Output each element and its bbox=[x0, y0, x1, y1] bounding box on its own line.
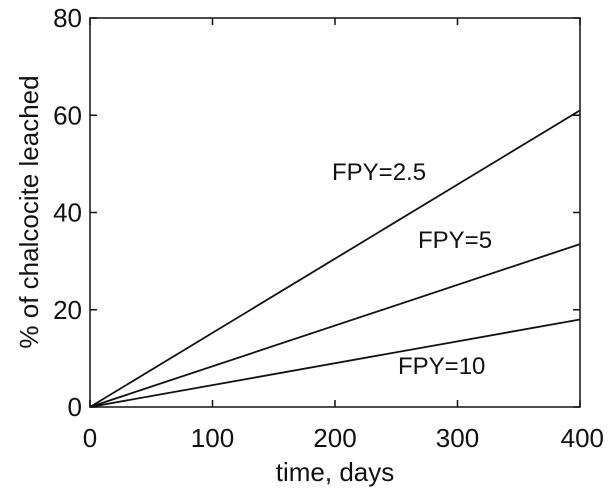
series-labels: FPY=2.5 FPY=5 FPY=10 bbox=[332, 159, 492, 380]
series-line bbox=[89, 318, 581, 408]
x-tick-label: 100 bbox=[191, 423, 234, 453]
y-axis-label: % of chalcocite leached bbox=[14, 75, 44, 348]
x-axis-label: time, days bbox=[276, 457, 395, 487]
y-tick-label: 0 bbox=[68, 392, 82, 422]
x-ticks: 0 100 200 300 400 bbox=[83, 18, 604, 453]
y-tick-label: 20 bbox=[53, 295, 82, 325]
series-label: FPY=2.5 bbox=[332, 159, 426, 186]
series-label: FPY=10 bbox=[398, 353, 485, 380]
y-tick-label: 80 bbox=[53, 3, 82, 33]
series-lines bbox=[89, 109, 581, 408]
y-tick-label: 40 bbox=[53, 198, 82, 228]
x-tick-label: 300 bbox=[436, 423, 479, 453]
x-tick-label: 0 bbox=[83, 423, 97, 453]
plot-frame bbox=[89, 17, 581, 408]
y-tick-label: 60 bbox=[53, 100, 82, 130]
series-line bbox=[89, 109, 581, 408]
x-tick-label: 400 bbox=[561, 423, 604, 453]
y-ticks: 0 20 40 60 80 bbox=[53, 3, 580, 422]
series-line bbox=[89, 243, 581, 408]
series-label: FPY=5 bbox=[418, 227, 492, 254]
x-tick-label: 200 bbox=[313, 423, 356, 453]
